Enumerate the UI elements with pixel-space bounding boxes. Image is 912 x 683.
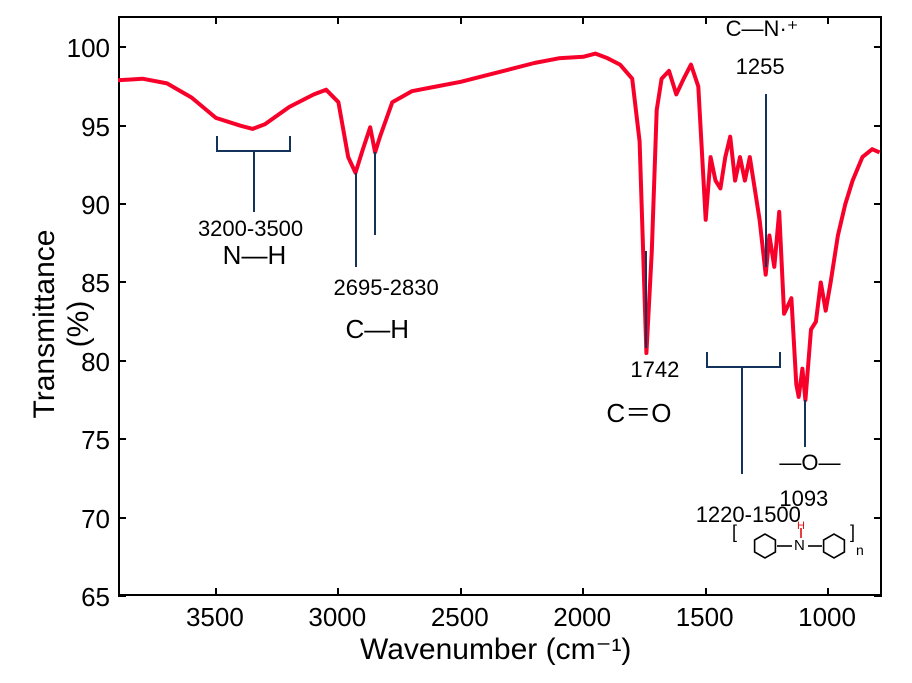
- co-value-label: 1742: [630, 357, 679, 383]
- cn-label: C—N·⁺: [726, 16, 799, 42]
- x-tick-label: 3500: [186, 602, 244, 633]
- aromatic-marker-line: [741, 368, 743, 474]
- ftir-chart: Transmittance (%) Wavenumber (cm⁻¹) 3200…: [0, 0, 912, 683]
- y-tick: [118, 281, 126, 283]
- ch-marker-line-1: [355, 173, 357, 267]
- svg-text:N: N: [794, 537, 805, 554]
- cn-value-label: 1255: [736, 54, 785, 80]
- x-tick-label: 1000: [798, 602, 856, 633]
- ch-bond-label: C—H: [346, 314, 410, 345]
- polyaniline-structure: [ NH]: [730, 520, 900, 570]
- x-tick-label: 2500: [431, 602, 489, 633]
- x-tick: [215, 588, 217, 596]
- y-tick-label: 80: [81, 347, 110, 378]
- x-tick: [705, 588, 707, 596]
- svg-text:]: ]: [850, 522, 855, 542]
- y-tick: [118, 46, 126, 48]
- ch-marker-line-2: [374, 152, 376, 235]
- nh-bond-label: N—H: [223, 240, 287, 271]
- cn-marker-line: [765, 94, 767, 266]
- y-axis-label: Transmittance (%): [28, 204, 96, 444]
- x-tick: [460, 588, 462, 596]
- x-tick: [582, 588, 584, 596]
- y-tick: [118, 203, 126, 205]
- ether-bond-label: —O—: [779, 450, 840, 476]
- y-tick-label: 95: [81, 112, 110, 143]
- polyaniline-repeat-n: n: [856, 542, 864, 558]
- y-tick: [118, 517, 126, 519]
- svg-text:H: H: [797, 520, 805, 532]
- y-tick-label: 90: [81, 190, 110, 221]
- x-tick: [827, 588, 829, 596]
- ether-value-label: 1093: [779, 486, 828, 512]
- x-tick-label: 2000: [553, 602, 611, 633]
- y-tick-label: 100: [67, 33, 110, 64]
- y-tick-label: 75: [81, 425, 110, 456]
- y-tick: [118, 125, 126, 127]
- nh-range-label: 3200-3500: [198, 216, 303, 242]
- y-tick: [118, 360, 126, 362]
- x-axis-label: Wavenumber (cm⁻¹): [360, 632, 631, 667]
- y-tick-label: 85: [81, 268, 110, 299]
- co-marker-line: [645, 251, 647, 348]
- y-tick-label: 70: [81, 504, 110, 535]
- x-tick-label: 3000: [308, 602, 366, 633]
- svg-text:[: [: [732, 522, 737, 542]
- co-bond-label: C＝O: [606, 393, 671, 430]
- y-tick: [118, 438, 126, 440]
- y-tick-label: 65: [81, 582, 110, 613]
- x-tick: [337, 588, 339, 596]
- x-tick-label: 1500: [676, 602, 734, 633]
- ether-marker-line: [804, 400, 806, 447]
- ch-range-label: 2695-2830: [334, 275, 439, 301]
- y-tick: [118, 595, 126, 597]
